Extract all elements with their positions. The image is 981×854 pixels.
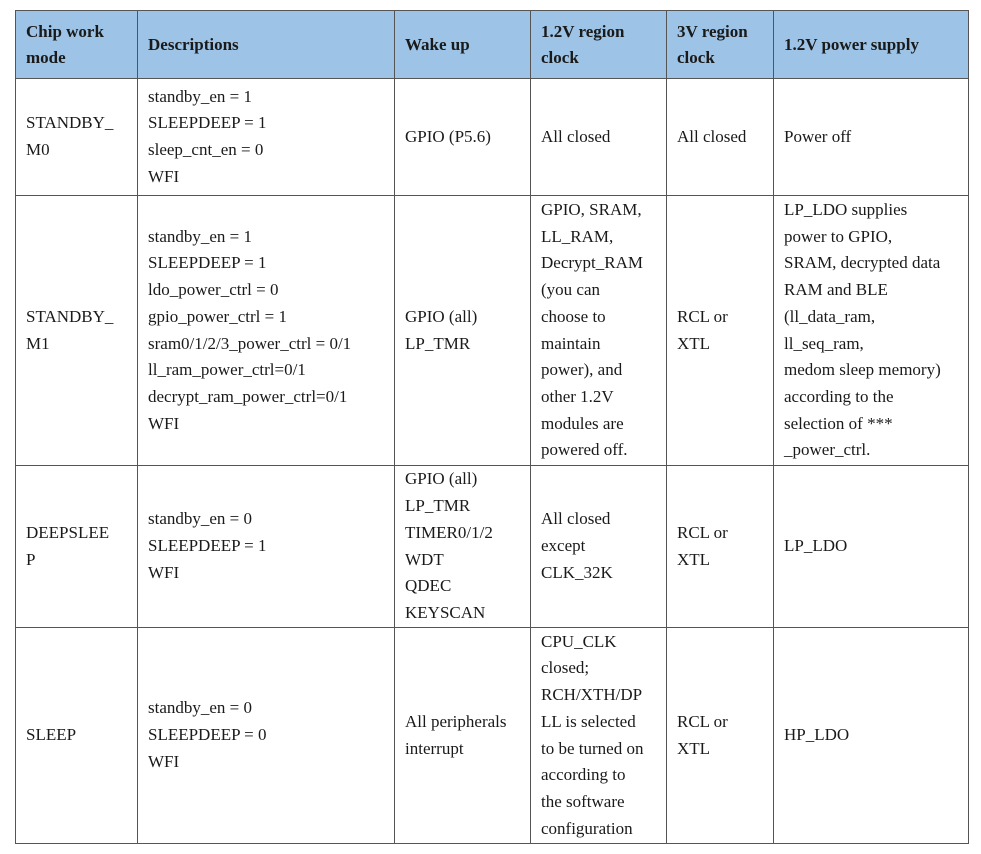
mode-cell: SLEEP [15,627,138,844]
power-1v2-cell: HP_LDO [773,627,969,844]
power-1v2-cell: LP_LDO [773,465,969,628]
wake-up-cell: GPIO (all) LP_TMR [394,195,531,466]
clock-1v2-cell: All closed [530,78,667,196]
descriptions-cell: standby_en = 1 SLEEPDEEP = 1 sleep_cnt_e… [137,78,395,196]
header-descriptions: Descriptions [137,10,395,79]
header-3v-region-clock: 3V region clock [666,10,774,79]
clock-3v-cell: RCL or XTL [666,195,774,466]
descriptions-cell: standby_en = 0 SLEEPDEEP = 0 WFI [137,627,395,844]
wake-up-cell: GPIO (P5.6) [394,78,531,196]
descriptions-cell: standby_en = 1 SLEEPDEEP = 1 ldo_power_c… [137,195,395,466]
clock-1v2-cell: GPIO, SRAM, LL_RAM, Decrypt_RAM (you can… [530,195,667,466]
power-1v2-cell: Power off [773,78,969,196]
mode-cell: DEEPSLEE P [15,465,138,628]
mode-cell: STANDBY_ M0 [15,78,138,196]
table-row: STANDBY_ M0 standby_en = 1 SLEEPDEEP = 1… [15,78,969,196]
header-1v2-power-supply: 1.2V power supply [773,10,969,79]
clock-1v2-cell: All closed except CLK_32K [530,465,667,628]
header-chip-work-mode: Chip work mode [15,10,138,79]
clock-3v-cell: RCL or XTL [666,627,774,844]
clock-1v2-cell: CPU_CLK closed; RCH/XTH/DP LL is selecte… [530,627,667,844]
chip-work-mode-table: Chip work mode Descriptions Wake up 1.2V… [15,10,969,844]
table-row: SLEEP standby_en = 0 SLEEPDEEP = 0 WFI A… [15,627,969,844]
header-1v2-region-clock: 1.2V region clock [530,10,667,79]
clock-3v-cell: All closed [666,78,774,196]
wake-up-cell: GPIO (all) LP_TMR TIMER0/1/2 WDT QDEC KE… [394,465,531,628]
clock-3v-cell: RCL or XTL [666,465,774,628]
power-1v2-cell: LP_LDO supplies power to GPIO, SRAM, dec… [773,195,969,466]
header-wake-up: Wake up [394,10,531,79]
table-row: DEEPSLEE P standby_en = 0 SLEEPDEEP = 1 … [15,465,969,628]
table-row: STANDBY_ M1 standby_en = 1 SLEEPDEEP = 1… [15,195,969,466]
descriptions-cell: standby_en = 0 SLEEPDEEP = 1 WFI [137,465,395,628]
header-row: Chip work mode Descriptions Wake up 1.2V… [15,10,969,79]
wake-up-cell: All peripherals interrupt [394,627,531,844]
mode-cell: STANDBY_ M1 [15,195,138,466]
